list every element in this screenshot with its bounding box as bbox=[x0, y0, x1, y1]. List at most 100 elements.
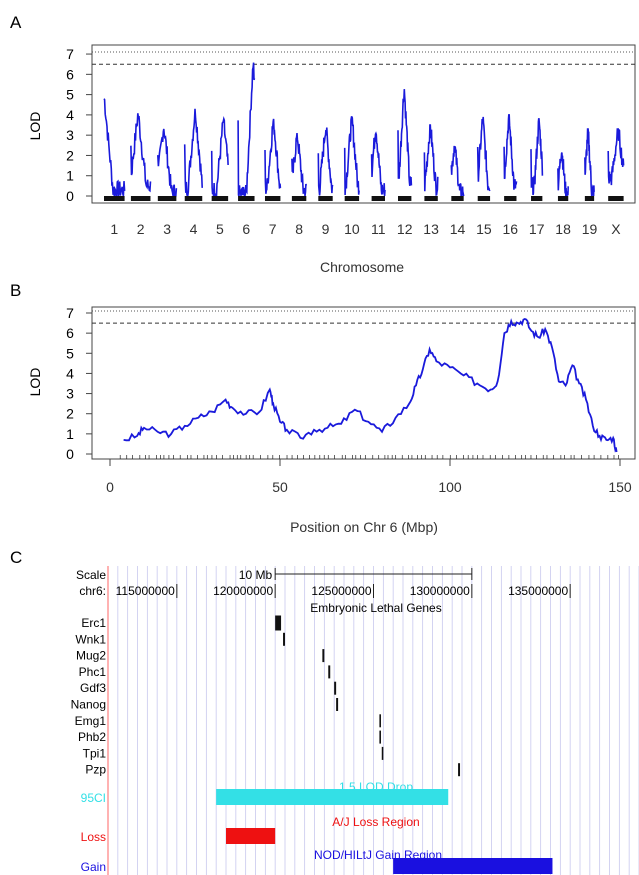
chrom-axis-label: 120000000 bbox=[213, 584, 273, 598]
panel-a-chrom-label: 14 bbox=[450, 221, 466, 237]
panel-b-frame bbox=[91, 306, 636, 460]
panel-a-chrom-rug bbox=[291, 196, 307, 201]
panel-a-xlabel: Chromosome bbox=[320, 259, 404, 275]
panel-a-chrom-label: 5 bbox=[216, 221, 224, 237]
panel-a-ytick-label: 0 bbox=[66, 188, 74, 204]
panel-a-chrom-label: 6 bbox=[242, 221, 250, 237]
panel-a-frame bbox=[91, 44, 636, 204]
panel-a-chrom-trace bbox=[503, 114, 518, 190]
panel-b-xtick-label: 100 bbox=[438, 479, 462, 495]
panel-a-ytick-label: 6 bbox=[66, 66, 74, 82]
scale-bar-label: 10 Mb bbox=[239, 568, 273, 582]
panel-a-chrom-rug bbox=[371, 196, 385, 201]
panel-a-chrom-trace bbox=[317, 127, 334, 196]
panel-a-chrom-label: 9 bbox=[322, 221, 330, 237]
panel-a-chrom-trace bbox=[157, 128, 178, 197]
panel-a-chrom-trace bbox=[450, 145, 465, 197]
panel-b-marker-rug bbox=[119, 455, 619, 459]
panel-a-y-axis: 0 1 2 3 4 5 6 7 bbox=[66, 46, 92, 204]
panel-b-ytick-label: 2 bbox=[66, 406, 74, 422]
gene-label: Phb2 bbox=[78, 730, 106, 744]
gene-track: Erc1 Wnk1 Mug2 Phc1 Gdf3 Nanog Emg1 Phb2 Tpi1 Pzp bbox=[71, 615, 461, 777]
panel-a-chrom-trace bbox=[557, 152, 569, 199]
panel-a-chrom-trace bbox=[476, 116, 491, 192]
chrom-axis-label: 130000000 bbox=[410, 584, 470, 598]
panel-a-chrom-trace bbox=[183, 108, 203, 198]
panel-a-chrom-label: 10 bbox=[344, 221, 360, 237]
gene-label: Gdf3 bbox=[80, 681, 106, 695]
gene-mark bbox=[381, 746, 384, 760]
region-bar bbox=[393, 858, 553, 874]
region-track-title: NOD/HILtJ Gain Region bbox=[314, 848, 442, 862]
panel-a-ytick-label: 2 bbox=[66, 147, 74, 163]
panel-b-xtick-label: 50 bbox=[272, 479, 288, 495]
panel-b-ytick-label: 0 bbox=[66, 446, 74, 462]
panel-a-chrom-rug bbox=[584, 196, 595, 201]
panel-a-chrom-rug bbox=[557, 196, 569, 201]
region-track-label: Loss bbox=[81, 830, 106, 844]
panel-b-chr6-scan: 0 1 2 3 4 5 6 7 0 50 100 150 LOD Position on Chr 6… bbox=[27, 305, 636, 535]
panel-a-chrom-trace bbox=[423, 124, 439, 196]
panel-a-chrom-label: 17 bbox=[529, 221, 545, 237]
panel-a-chrom-label: 12 bbox=[397, 221, 413, 237]
panel-a-ytick-label: 1 bbox=[66, 168, 74, 184]
region-track-title: A/J Loss Region bbox=[332, 815, 419, 829]
panel-a-chrom-trace bbox=[130, 113, 152, 193]
panel-a-lod-series bbox=[103, 62, 625, 199]
panel-a-chrom-trace bbox=[343, 116, 360, 196]
panel-a-chrom-rug bbox=[104, 196, 125, 201]
browser-grid bbox=[117, 566, 639, 875]
panel-b-xlabel: Position on Chr 6 (Mbp) bbox=[290, 519, 438, 535]
panel-a-chrom-rug bbox=[157, 196, 177, 201]
panel-a-chrom-rug bbox=[264, 196, 281, 201]
panel-b-xtick-label: 150 bbox=[608, 479, 632, 495]
gene-mark bbox=[328, 665, 331, 679]
panel-c-genome-browser: Scale chr6: 10 Mb 115000000 120000000 1250… bbox=[71, 566, 639, 875]
region-track-title: 1.5 LOD Drop bbox=[339, 780, 413, 794]
panel-b-lod-line bbox=[123, 318, 618, 453]
region-bar bbox=[226, 828, 276, 844]
panel-a-chrom-rug bbox=[608, 196, 624, 201]
panel-a-chrom-rug bbox=[504, 196, 517, 201]
panel-a-chrom-label: 2 bbox=[137, 221, 145, 237]
panel-a-ytick-label: 7 bbox=[66, 46, 74, 62]
panel-a-chrom-label: 7 bbox=[269, 221, 277, 237]
panel-a-chrom-label: 8 bbox=[295, 221, 303, 237]
gene-label: Pzp bbox=[85, 763, 106, 777]
panel-b-ytick-label: 5 bbox=[66, 345, 74, 361]
panel-a-chrom-rug bbox=[424, 196, 438, 201]
panel-a-chrom-trace bbox=[291, 133, 308, 197]
chrom-axis-label: 135000000 bbox=[508, 584, 568, 598]
panel-a-chrom-rug bbox=[451, 196, 464, 201]
panel-letter-b: B bbox=[10, 281, 21, 300]
panel-a-chrom-rug bbox=[184, 196, 203, 201]
panel-a-ytick-label: 3 bbox=[66, 127, 74, 143]
panel-a-chrom-label: 15 bbox=[476, 221, 492, 237]
gene-mark bbox=[379, 714, 381, 728]
panel-a-chrom-trace bbox=[210, 115, 229, 197]
panel-a-chrom-trace bbox=[397, 89, 413, 186]
panel-b-ytick-label: 6 bbox=[66, 325, 74, 341]
panel-a-chromosome-labels: 1 2 3 4 5 6 7 8 9 10 11 12 13 14 15 16 17 18 19 X bbox=[104, 196, 624, 237]
region-track-label: Gain bbox=[81, 860, 106, 874]
gene-track-title: Embryonic Lethal Genes bbox=[310, 601, 441, 615]
panel-a-chrom-trace bbox=[237, 62, 256, 199]
scale-bar: 10 Mb bbox=[239, 568, 473, 582]
panel-a-chrom-label: 13 bbox=[423, 221, 439, 237]
panel-a-ylabel: LOD bbox=[27, 112, 43, 141]
panel-a-chrom-rug bbox=[238, 196, 255, 201]
panel-a-chrom-rug bbox=[344, 196, 360, 201]
chrom-label: chr6: bbox=[79, 584, 106, 598]
panel-b-ytick-label: 1 bbox=[66, 426, 74, 442]
gene-label: Mug2 bbox=[76, 649, 106, 663]
gene-label: Phc1 bbox=[79, 665, 107, 679]
panel-a-chrom-trace bbox=[584, 128, 595, 199]
panel-b-y-axis: 0 1 2 3 4 5 6 7 bbox=[66, 305, 92, 462]
scale-label: Scale bbox=[76, 568, 106, 582]
panel-a-chrom-label: 16 bbox=[503, 221, 519, 237]
gene-mark bbox=[334, 681, 337, 695]
gene-label: Erc1 bbox=[81, 616, 106, 630]
panel-b-x-axis: 0 50 100 150 bbox=[106, 459, 632, 495]
